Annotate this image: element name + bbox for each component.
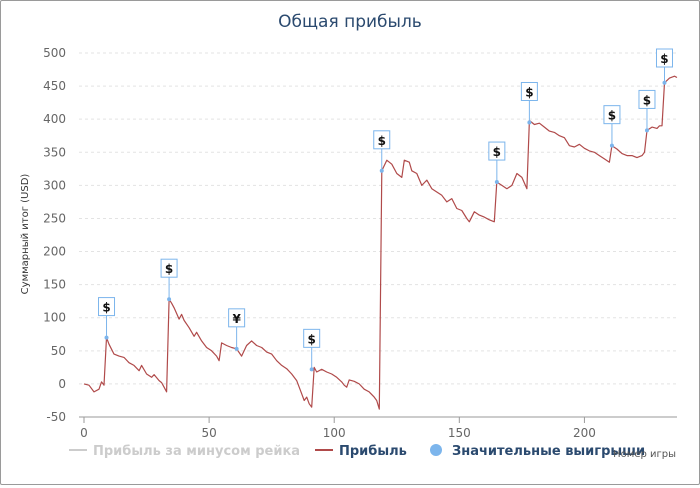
significant-win-marker[interactable]: $ (520, 81, 538, 125)
significant-wins-layer: $ $ ¥ $ $ $ $ $ $ $ (98, 48, 673, 372)
legend-item-profit[interactable]: Прибыль (315, 444, 407, 459)
y-tick-label: 450 (43, 79, 66, 93)
y-tick-label: 350 (43, 145, 66, 159)
legend-label-significant-wins: Значительные выигрыши (452, 444, 645, 459)
y-tick-label: 150 (43, 278, 66, 292)
x-tick-label: 0 (80, 426, 88, 440)
significant-win-marker[interactable]: $ (303, 328, 321, 372)
y-tick-label: 250 (43, 211, 66, 225)
win-flag-box (160, 258, 178, 278)
win-flag-box (655, 48, 673, 68)
y-tick-label: 200 (43, 245, 66, 259)
legend-marker-significant-wins (430, 444, 442, 456)
series-layer (83, 75, 678, 410)
win-flag-symbol: ¥ (232, 312, 241, 326)
y-axis-ticks: -50 0 50 100 150 200 250 300 350 400 450 500 (43, 46, 66, 424)
win-flag-symbol: $ (378, 134, 386, 148)
win-flag-box (488, 141, 506, 161)
y-tick-label: 0 (58, 377, 66, 391)
win-point (609, 143, 614, 148)
significant-win-marker[interactable]: ¥ (228, 308, 246, 351)
x-axis: 0 50 100 150 200 (79, 416, 677, 440)
win-point (309, 367, 314, 372)
win-flag-box (98, 297, 116, 317)
win-flag-box (520, 81, 538, 101)
win-flag-symbol: $ (308, 332, 316, 346)
win-flag-box (303, 328, 321, 348)
win-flag-symbol: $ (525, 85, 533, 99)
y-tick-label: 500 (43, 46, 66, 60)
x-axis-label: Номер игры (613, 449, 676, 460)
series-line-profit (83, 75, 678, 410)
significant-win-marker[interactable]: $ (160, 258, 178, 302)
win-point (234, 346, 239, 351)
significant-win-marker[interactable]: $ (655, 48, 673, 85)
win-flag-symbol: $ (660, 52, 668, 66)
win-flag-box (638, 89, 656, 109)
win-flag-symbol: $ (102, 301, 110, 315)
win-point (494, 180, 499, 185)
legend-item-net-profit[interactable]: Прибыль за минусом рейка (69, 444, 300, 459)
legend: Прибыль за минусом рейка Прибыль Значите… (69, 444, 645, 459)
y-tick-label: 100 (43, 311, 66, 325)
x-tick-label: 200 (573, 426, 596, 440)
win-flag-box (373, 130, 391, 150)
significant-win-marker[interactable]: $ (488, 141, 506, 185)
win-point (662, 80, 667, 85)
y-tick-label: -50 (46, 410, 66, 424)
significant-win-marker[interactable]: $ (638, 89, 656, 133)
y-tick-label: 300 (43, 178, 66, 192)
win-flag-symbol: $ (493, 145, 501, 159)
win-point (644, 128, 649, 133)
chart-title: Общая прибыль (278, 12, 422, 32)
win-flag-symbol: $ (608, 109, 616, 123)
y-tick-label: 400 (43, 112, 66, 126)
legend-label-net-profit: Прибыль за минусом рейка (93, 444, 300, 459)
grid (79, 52, 677, 418)
y-axis-label: Суммарный итог (USD) (20, 174, 31, 295)
x-tick-label: 150 (448, 426, 471, 440)
legend-label-profit: Прибыль (339, 444, 407, 459)
win-point (527, 120, 532, 125)
win-flag-symbol: $ (643, 93, 651, 107)
significant-win-marker[interactable]: $ (98, 297, 116, 340)
x-tick-label: 100 (323, 426, 346, 440)
win-point (104, 335, 109, 340)
x-tick-label: 50 (201, 426, 216, 440)
win-point (167, 297, 172, 302)
win-flag-box (603, 105, 621, 125)
y-tick-label: 50 (51, 344, 66, 358)
legend-item-significant-wins[interactable]: Значительные выигрыши (430, 444, 645, 459)
win-flag-symbol: $ (165, 262, 173, 276)
win-flag-box (228, 308, 246, 328)
significant-win-marker[interactable]: $ (373, 130, 391, 173)
win-point (379, 168, 384, 173)
significant-win-marker[interactable]: $ (603, 105, 621, 148)
